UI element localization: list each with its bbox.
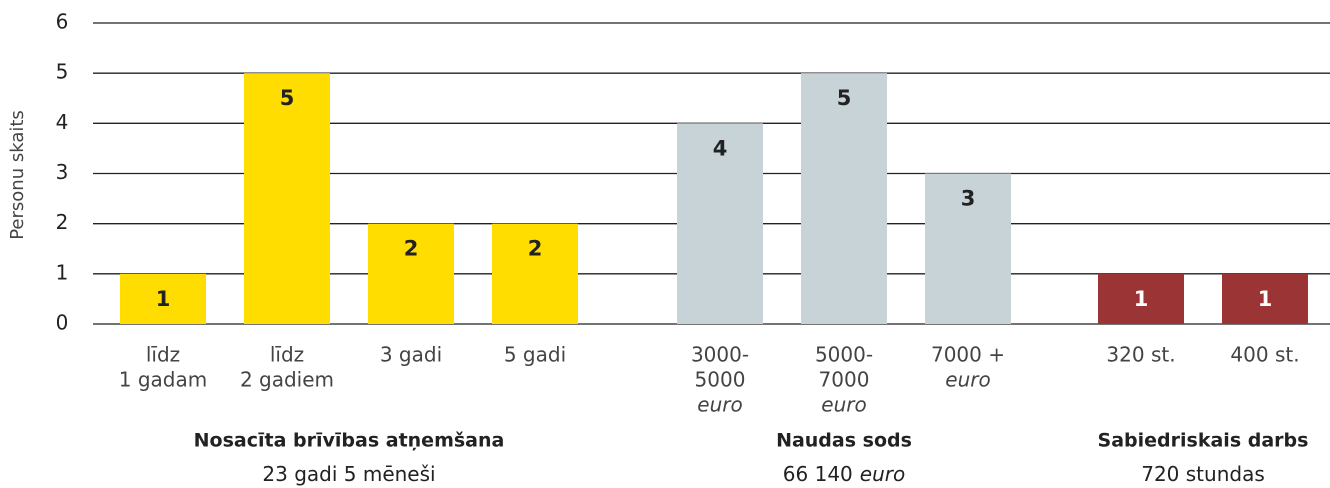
y-tick-label: 5 — [56, 60, 69, 84]
bar — [1098, 273, 1184, 324]
x-tick-label: 5000- — [815, 343, 873, 367]
x-tick-label: 7000 — [819, 368, 870, 392]
bar — [368, 223, 454, 324]
x-tick-label: 320 st. — [1106, 343, 1175, 367]
x-tick-unit: euro — [697, 393, 742, 417]
y-tick-label: 0 — [56, 311, 69, 335]
x-tick-label: līdz — [146, 343, 180, 367]
y-tick-label: 2 — [56, 210, 69, 234]
x-tick-label: 3 gadi — [380, 343, 442, 367]
y-tick-label: 3 — [56, 160, 69, 184]
value-label: 2 — [404, 237, 419, 261]
group-total: 66 140 euro — [783, 462, 905, 486]
group-total: 23 gadi 5 mēneši — [262, 462, 435, 486]
value-label: 4 — [713, 136, 728, 160]
bar — [1222, 273, 1308, 324]
group-total: 720 stundas — [1141, 462, 1265, 486]
x-tick-label: 2 gadiem — [240, 368, 334, 392]
y-tick-label: 1 — [56, 260, 69, 284]
x-tick-label: 5 gadi — [504, 343, 566, 367]
y-axis-label: Personu skaits — [7, 110, 28, 240]
value-label: 1 — [156, 287, 171, 311]
group-total-value: 720 stundas — [1141, 462, 1265, 486]
value-label: 5 — [837, 86, 852, 110]
value-label: 1 — [1134, 287, 1149, 311]
x-tick-label: līdz — [270, 343, 304, 367]
x-tick-label: 5000 — [695, 368, 746, 392]
value-label: 3 — [961, 187, 976, 211]
group-total-value: 23 gadi 5 mēneši — [262, 462, 435, 486]
group-total-value: 66 140 — [783, 462, 853, 486]
y-tick-label: 4 — [56, 110, 69, 134]
group-name: Sabiedriskais darbs — [1098, 430, 1309, 452]
value-label: 2 — [528, 237, 543, 261]
y-tick-label: 6 — [56, 10, 69, 34]
bar — [801, 73, 887, 325]
bar — [244, 73, 330, 325]
group-name: Nosacīta brīvības atņemšana — [194, 430, 505, 452]
bar — [120, 273, 206, 324]
value-label: 1 — [1258, 287, 1273, 311]
x-tick-label: 3000- — [691, 343, 749, 367]
x-tick-label: 1 gadam — [119, 368, 207, 392]
x-tick-label: 7000 + — [931, 343, 1005, 367]
bar — [492, 223, 578, 324]
x-tick-label: 400 st. — [1230, 343, 1299, 367]
value-label: 5 — [280, 86, 295, 110]
bar — [925, 173, 1011, 324]
bar — [677, 123, 763, 324]
group-name: Naudas sods — [776, 430, 912, 452]
x-tick-unit: euro — [821, 393, 866, 417]
group-total-unit: euro — [860, 462, 905, 486]
x-tick-unit: euro — [945, 368, 990, 392]
